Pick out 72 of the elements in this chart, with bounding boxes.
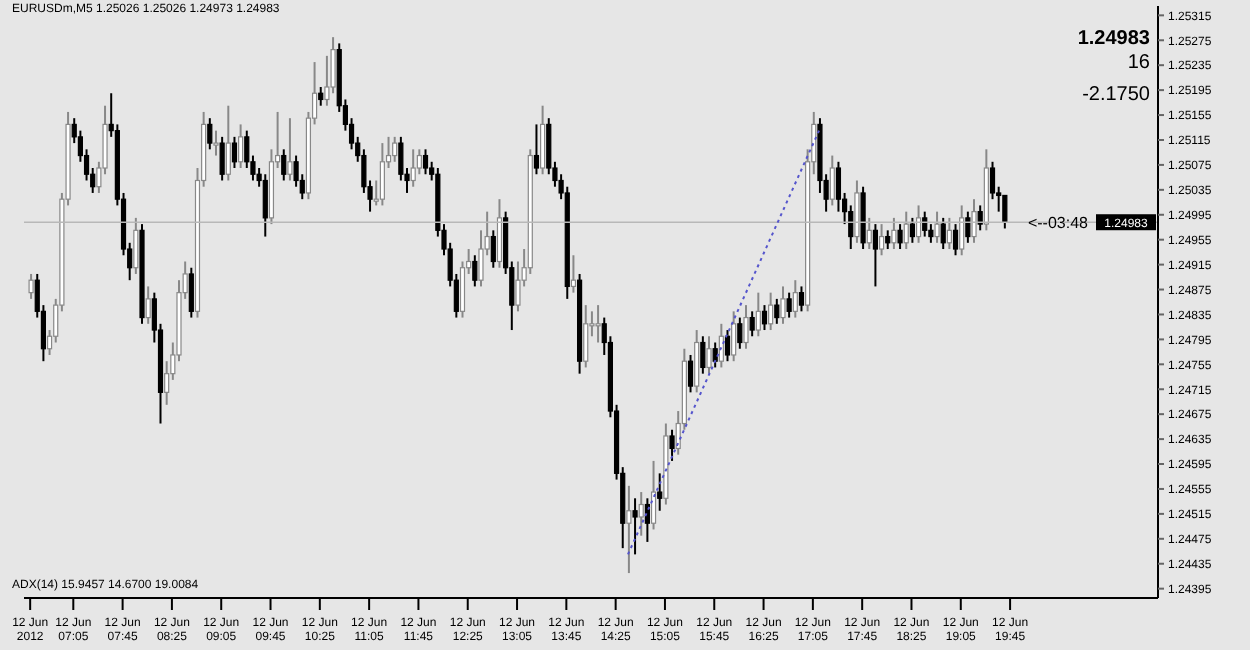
candlestick (496, 198, 503, 269)
candlestick (885, 229, 891, 251)
candlestick (650, 459, 657, 531)
candlestick (706, 335, 712, 375)
candlestick (145, 285, 151, 325)
candlestick (410, 148, 416, 188)
candlestick (718, 322, 724, 369)
candlestick (281, 148, 287, 182)
candlestick (971, 198, 977, 244)
candlestick (897, 223, 903, 251)
candlestick (583, 304, 589, 369)
annotation: 16 (1125, 52, 1150, 76)
candlestick (792, 279, 798, 319)
candlestick (940, 216, 946, 251)
candlestick (891, 216, 897, 251)
candlestick (570, 254, 577, 294)
candlestick (965, 210, 971, 244)
candlestick (694, 329, 700, 394)
candlestick (934, 210, 940, 244)
annotation: <--03:48 (1027, 214, 1090, 233)
candlestick (188, 266, 194, 319)
candlestick (669, 428, 675, 462)
candlestick (213, 129, 219, 157)
candlestick (866, 216, 872, 251)
candlestick (533, 123, 540, 176)
candlestick (731, 310, 737, 363)
candlestick (287, 117, 293, 182)
candlestick (318, 86, 324, 107)
candlestick (909, 216, 915, 244)
candlestick (392, 135, 398, 163)
candlestick (379, 142, 385, 207)
candlestick (626, 484, 632, 575)
annotation: -2.1750 (1080, 84, 1150, 108)
candlestick (959, 204, 965, 257)
candlestick (207, 117, 213, 151)
candlestick (490, 229, 496, 269)
candlestick (878, 223, 885, 257)
candlestick (225, 104, 231, 182)
candlestick (786, 291, 792, 319)
candlestick (28, 272, 34, 300)
candlestick (774, 297, 780, 325)
candlestick (219, 135, 225, 182)
candlestick (540, 104, 546, 176)
candlestick (872, 223, 879, 288)
candlestick (231, 135, 238, 170)
candlestick (632, 497, 638, 556)
candlestick (700, 335, 706, 375)
candlestick (595, 304, 601, 344)
candlestick (472, 254, 478, 288)
candlestick (768, 291, 774, 332)
candlestick (798, 285, 805, 313)
candlestick (761, 304, 768, 332)
annotation: 1.24983 (1077, 28, 1150, 52)
candlestick (262, 173, 268, 238)
candlestick (238, 123, 244, 170)
candlestick (755, 291, 761, 338)
candlestick (638, 491, 644, 537)
candlestick (743, 304, 749, 350)
candlestick (952, 223, 959, 257)
candlestick (903, 210, 909, 251)
candlestick (780, 285, 786, 325)
candlestick (724, 329, 731, 363)
candlestick (737, 316, 743, 350)
candlestick (657, 472, 663, 512)
candlestick (749, 310, 755, 338)
candlestick (687, 353, 694, 394)
candlestick (946, 216, 952, 251)
candlestick (1002, 194, 1008, 230)
candlestick (829, 154, 835, 207)
candlestick (422, 148, 429, 176)
candlestick (854, 179, 860, 244)
candlestick (133, 216, 139, 275)
